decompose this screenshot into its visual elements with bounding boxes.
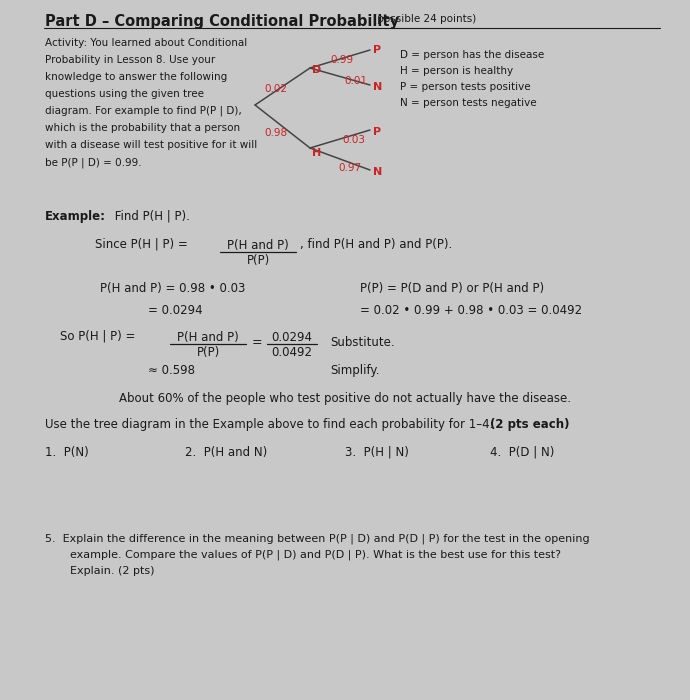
Text: D: D (312, 65, 322, 75)
Text: Example:: Example: (45, 210, 106, 223)
Text: example. Compare the values of P(P | D) and P(D | P). What is the best use for t: example. Compare the values of P(P | D) … (70, 550, 561, 561)
Text: 0.99: 0.99 (330, 55, 353, 65)
Text: P = person tests positive: P = person tests positive (400, 82, 531, 92)
Text: 0.98: 0.98 (264, 128, 287, 138)
Text: , find P(H and P) and P(P).: , find P(H and P) and P(P). (300, 238, 452, 251)
Text: P(H and P): P(H and P) (177, 331, 239, 344)
Text: 0.03: 0.03 (342, 135, 365, 145)
Text: with a disease will test positive for it will: with a disease will test positive for it… (45, 140, 257, 150)
Text: which is the probability that a person: which is the probability that a person (45, 123, 240, 133)
Text: 0.02: 0.02 (264, 84, 287, 94)
Text: 0.0492: 0.0492 (271, 346, 313, 359)
Text: Explain. (2 pts): Explain. (2 pts) (70, 566, 155, 576)
Text: knowledge to answer the following: knowledge to answer the following (45, 72, 227, 82)
Text: (2 pts each): (2 pts each) (490, 418, 569, 431)
Text: Use the tree diagram in the Example above to find each probability for 1–4.: Use the tree diagram in the Example abov… (45, 418, 497, 431)
Text: diagram. For example to find P(P | D),: diagram. For example to find P(P | D), (45, 106, 241, 116)
Text: P(P): P(P) (246, 254, 270, 267)
Text: = 0.02 • 0.99 + 0.98 • 0.03 = 0.0492: = 0.02 • 0.99 + 0.98 • 0.03 = 0.0492 (360, 304, 582, 317)
Text: P: P (373, 45, 381, 55)
Text: About 60% of the people who test positive do not actually have the disease.: About 60% of the people who test positiv… (119, 392, 571, 405)
Text: P(H and P): P(H and P) (227, 239, 289, 252)
Text: 2.  P(H and N): 2. P(H and N) (185, 446, 267, 459)
Text: H = person is healthy: H = person is healthy (400, 66, 513, 76)
Text: N = person tests negative: N = person tests negative (400, 98, 537, 108)
Text: ≈ 0.598: ≈ 0.598 (148, 364, 195, 377)
Text: = 0.0294: = 0.0294 (148, 304, 203, 317)
Text: Activity: You learned about Conditional: Activity: You learned about Conditional (45, 38, 247, 48)
Text: P(P) = P(D and P) or P(H and P): P(P) = P(D and P) or P(H and P) (360, 282, 544, 295)
Text: questions using the given tree: questions using the given tree (45, 89, 204, 99)
Text: Find P(H | P).: Find P(H | P). (111, 210, 190, 223)
Text: So P(H | P) =: So P(H | P) = (60, 330, 135, 343)
Text: N: N (373, 82, 382, 92)
Text: Substitute.: Substitute. (330, 336, 395, 349)
Text: 0.0294: 0.0294 (271, 331, 313, 344)
Text: P: P (373, 127, 381, 137)
Text: 5.  Explain the difference in the meaning between P(P | D) and P(D | P) for the : 5. Explain the difference in the meaning… (45, 534, 590, 545)
Text: (possible 24 points): (possible 24 points) (370, 14, 476, 24)
Text: 3.  P(H | N): 3. P(H | N) (345, 446, 409, 459)
Text: be P(P | D) = 0.99.: be P(P | D) = 0.99. (45, 157, 141, 167)
Text: Since P(H | P) =: Since P(H | P) = (95, 238, 188, 251)
Text: 1.  P(N): 1. P(N) (45, 446, 89, 459)
Text: D = person has the disease: D = person has the disease (400, 50, 544, 60)
Text: 0.97: 0.97 (338, 163, 361, 173)
Text: =: = (252, 336, 263, 349)
Text: N: N (373, 167, 382, 177)
Text: P(P): P(P) (197, 346, 219, 359)
Text: Part D – Comparing Conditional Probability: Part D – Comparing Conditional Probabili… (45, 14, 399, 29)
Text: Simplify.: Simplify. (330, 364, 380, 377)
Text: 0.01: 0.01 (344, 76, 367, 86)
Text: H: H (312, 148, 322, 158)
Text: P(H and P) = 0.98 • 0.03: P(H and P) = 0.98 • 0.03 (100, 282, 246, 295)
Text: Probability in Lesson 8. Use your: Probability in Lesson 8. Use your (45, 55, 215, 65)
Text: 4.  P(D | N): 4. P(D | N) (490, 446, 554, 459)
